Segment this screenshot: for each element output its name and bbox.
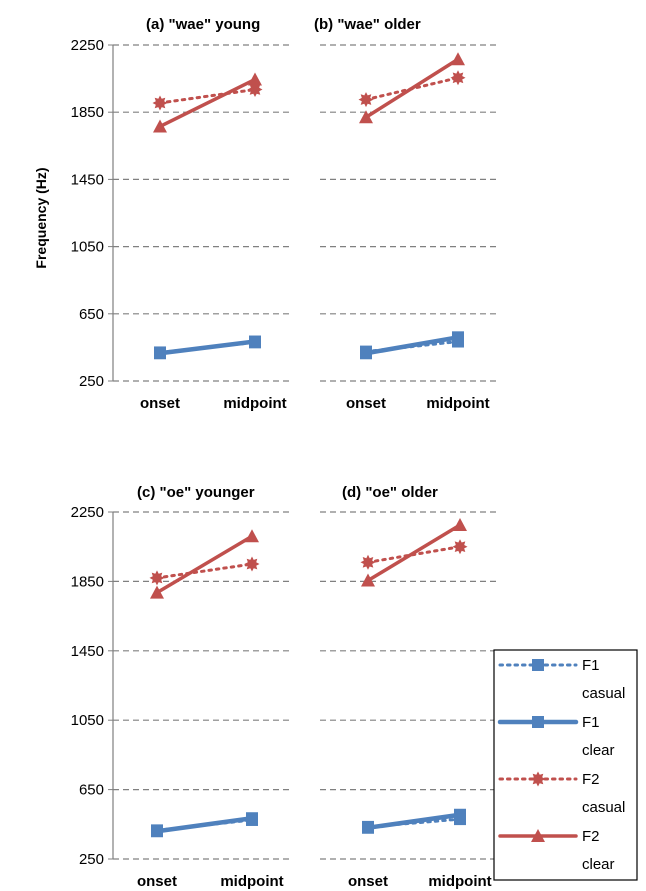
series-line [364,340,460,354]
y-tick-label: 1850 [71,573,104,590]
chart-panel: 250 650 1050 1450 1850 2250 (a) "wae" young ons… [71,16,293,412]
chart-panels: 250 650 1050 1450 1850 2250 (a) "wae" young ons… [71,16,500,890]
series-line [158,88,257,105]
legend-box [493,649,638,881]
data-point [450,70,466,86]
data-point [454,813,466,826]
series-line [364,76,460,102]
y-axis-label: Frequency (Hz) [33,167,49,268]
y-tick-label: 1450 [71,171,104,188]
chart-panel: (b) "wae" older onset midpoint [314,16,500,412]
x-tick-label: midpoint [426,395,489,412]
x-tick-label: onset [140,395,180,412]
data-point [244,556,260,572]
series-line [155,534,254,595]
data-point [452,335,464,348]
data-point [149,570,165,586]
y-tick-label: 250 [79,851,104,868]
x-tick-label: midpoint [220,873,283,890]
y-tick-label: 1050 [71,712,104,729]
y-tick-label: 1850 [71,104,104,121]
legend-label-line2: casual [582,685,625,702]
legend-marker [530,771,546,787]
panel-title: (b) "wae" older [314,16,421,33]
legend-label-line2: casual [582,799,625,816]
y-tick-label: 2250 [71,37,104,54]
series-line [155,818,254,832]
legend-marker [531,829,545,842]
data-point [359,110,373,124]
data-point [358,92,374,108]
legend-label: F1 [582,657,600,674]
y-tick-label: 250 [79,373,104,390]
data-point [248,72,262,86]
data-point [247,82,263,97]
x-tick-label: midpoint [223,395,286,412]
data-point [154,346,166,359]
data-point [453,518,467,532]
data-point [151,824,163,837]
x-tick-label: onset [346,395,386,412]
series-line [366,523,462,583]
y-tick-label: 1050 [71,239,104,256]
legend-label: F1 [582,714,600,731]
series-line [158,340,257,354]
data-point [362,820,374,833]
data-point [451,52,465,66]
y-tick-label: 650 [79,306,104,323]
legend-label: F2 [582,771,600,788]
data-point [152,95,168,111]
chart-panel: (d) "oe" older onset midpoint [320,484,500,890]
data-point [452,539,468,555]
series-line [158,77,257,129]
panel-title: (a) "wae" young [146,16,260,33]
panel-title: (c) "oe" younger [137,484,255,501]
x-tick-label: midpoint [428,873,491,890]
legend-marker [532,716,544,728]
series-line [155,562,254,580]
data-point [360,554,376,570]
x-tick-label: onset [137,873,177,890]
data-point [246,813,258,826]
data-point [360,345,372,358]
x-tick-label: onset [348,873,388,890]
legend-label-line2: clear [582,856,615,873]
y-tick-label: 650 [79,782,104,799]
chart-panel: 250 650 1050 1450 1850 2250 (c) "oe" younger on… [71,484,293,890]
panel-title: (d) "oe" older [342,484,438,501]
legend: F1 casual F1 clear F2 casual F2 clear [493,649,638,881]
series-line [366,817,462,829]
legend-marker [532,659,544,671]
y-tick-label: 2250 [71,504,104,521]
data-point [245,529,259,543]
data-point [153,119,167,133]
y-tick-label: 1450 [71,643,104,660]
data-point [361,573,375,587]
legend-label-line2: clear [582,742,615,759]
series-line [366,545,462,564]
data-point [249,336,261,349]
legend-label: F2 [582,828,600,845]
data-point [150,585,164,599]
